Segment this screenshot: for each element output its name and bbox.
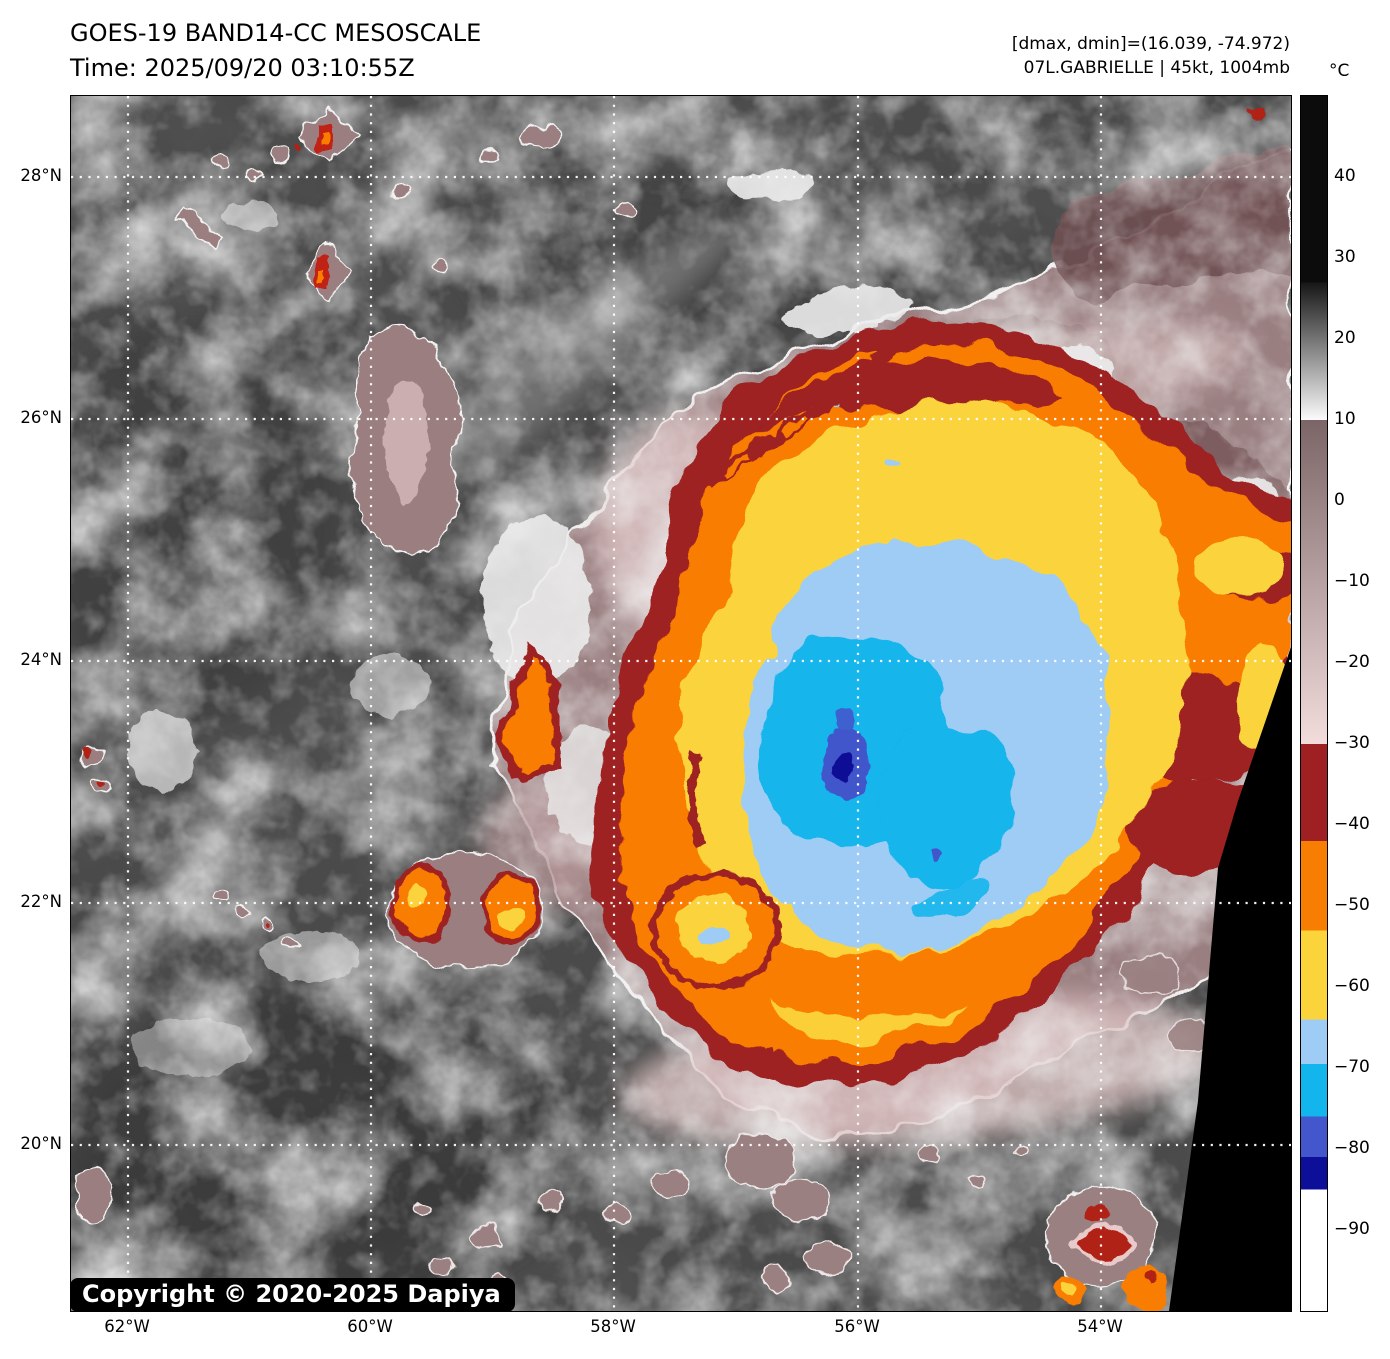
south-mauve-chain bbox=[412, 955, 1214, 1294]
header-right: [dmax, dmin]=(16.039, -74.972) 07L.GABRIE… bbox=[1012, 32, 1290, 80]
colorbar-tick: −70 bbox=[1334, 1057, 1370, 1077]
colorbar-tick: 20 bbox=[1334, 328, 1356, 348]
lon-label: 54°W bbox=[1077, 1317, 1123, 1336]
lon-label: 56°W bbox=[834, 1317, 880, 1336]
satellite-map bbox=[70, 95, 1292, 1312]
page-title: GOES-19 BAND14-CC MESOSCALE Time: 2025/09… bbox=[70, 16, 481, 86]
copyright-badge: Copyright © 2020-2025 Dapiya bbox=[70, 1278, 515, 1312]
core-navy-center bbox=[832, 753, 854, 783]
nw-red-cells bbox=[81, 108, 1262, 929]
colorbar-tick: 0 bbox=[1334, 490, 1345, 510]
colorbar-tick: −50 bbox=[1334, 895, 1370, 915]
colorbar-tick: 30 bbox=[1334, 247, 1356, 267]
colorbar-tick: −10 bbox=[1334, 571, 1370, 591]
lat-label: 28°N bbox=[20, 166, 62, 185]
lon-label: 60°W bbox=[347, 1317, 393, 1336]
dmax-dmin-readout: [dmax, dmin]=(16.039, -74.972) bbox=[1011, 34, 1290, 54]
sw-appendage-cell bbox=[650, 871, 782, 991]
lon-label: 62°W bbox=[104, 1317, 150, 1336]
storm-core bbox=[594, 320, 1291, 1086]
west-orange-cells bbox=[387, 638, 563, 970]
storm-info-readout: 07L.GABRIELLE | 45kt, 1004mb bbox=[1023, 58, 1290, 78]
colorbar-tick: −30 bbox=[1334, 733, 1370, 753]
colorbar-tick: 10 bbox=[1334, 409, 1356, 429]
colorbar-tick: 40 bbox=[1334, 166, 1356, 186]
colorbar-tick: −20 bbox=[1334, 652, 1370, 672]
nodata-black-wedge bbox=[1169, 646, 1291, 1311]
graticule bbox=[71, 96, 1291, 1311]
lat-label: 24°N bbox=[20, 650, 62, 669]
colorbar-unit-label: °C bbox=[1329, 61, 1350, 81]
colorbar-tick: −60 bbox=[1334, 976, 1370, 996]
lon-label: 58°W bbox=[590, 1317, 636, 1336]
lat-label: 26°N bbox=[20, 408, 62, 427]
satellite-image bbox=[71, 96, 1291, 1311]
lat-label: 20°N bbox=[20, 1134, 62, 1153]
colorbar-tick: −90 bbox=[1334, 1219, 1370, 1239]
core-cyan-east-lobe bbox=[878, 722, 1016, 882]
lat-label: 22°N bbox=[20, 892, 62, 911]
colorbar-tick: −40 bbox=[1334, 814, 1370, 834]
temperature-colorbar bbox=[1300, 95, 1328, 1312]
colorbar-tick: −80 bbox=[1334, 1138, 1370, 1158]
title-line: GOES-19 BAND14-CC MESOSCALE bbox=[70, 19, 482, 47]
time-line: Time: 2025/09/20 03:10:55Z bbox=[70, 54, 415, 82]
